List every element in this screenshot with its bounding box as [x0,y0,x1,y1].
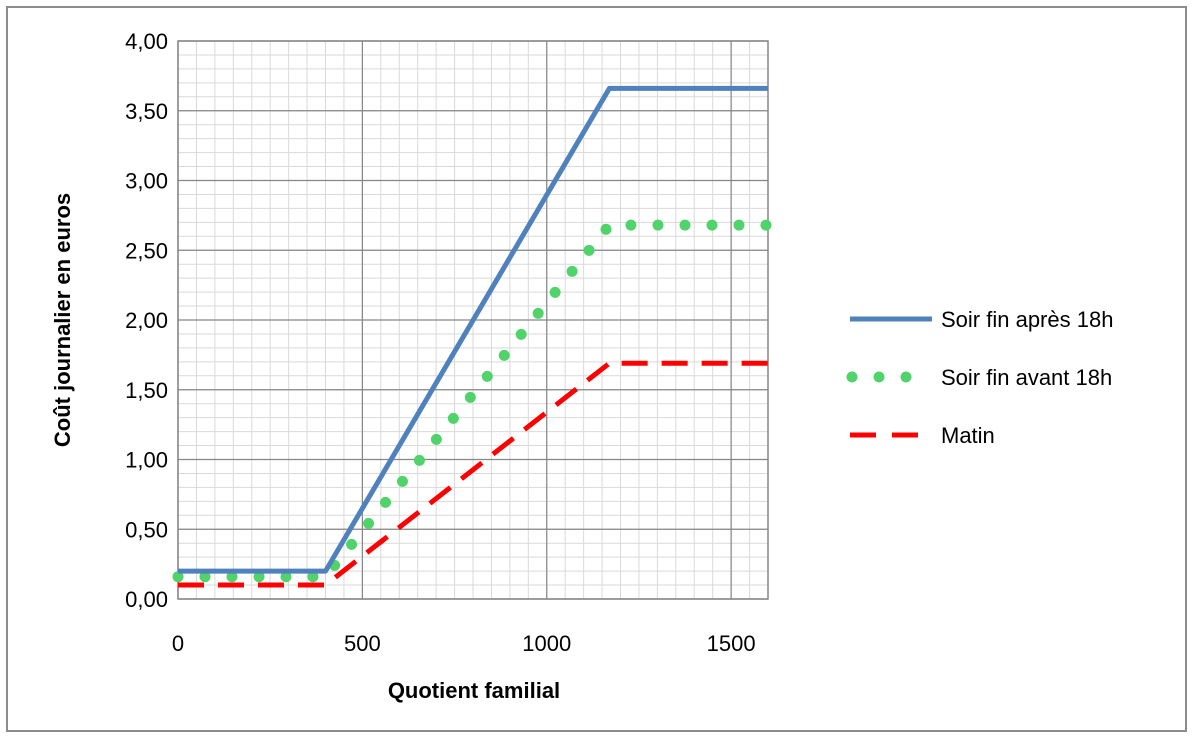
legend: Soir fin après 18h Soir fin avant 18h Mati… [846,307,1113,448]
x-axis-tick-labels: 0 500 1000 1500 [172,631,756,656]
y-axis-title: Coût journalier en euros [50,193,75,447]
y-tick-label: 0,50 [125,517,168,542]
legend-label: Soir fin après 18h [941,307,1113,332]
y-tick-label: 1,50 [125,378,168,403]
y-tick-label: 3,50 [125,99,168,124]
series-line-1 [172,219,774,583]
y-tick-label: 4,00 [125,29,168,54]
series-line-2 [178,360,768,588]
y-tick-label: 2,50 [125,238,168,263]
x-tick-label: 500 [344,631,381,656]
y-tick-label: 0,00 [125,587,168,612]
plot-area-border [177,40,769,600]
x-tick-label: 1500 [707,631,756,656]
plot-area-rect [177,40,769,600]
x-tick-label: 1000 [522,631,571,656]
series-layer [172,85,774,588]
x-axis-title: Quotient familial [388,678,560,703]
y-tick-label: 2,00 [125,308,168,333]
legend-label: Soir fin avant 18h [941,365,1112,390]
series-line-0 [178,85,768,574]
legend-label: Matin [941,423,995,448]
chart-frame [6,6,1187,732]
y-axis-tick-labels: 0,00 0,50 1,00 1,50 2,00 2,50 3,00 3,50 4,00 [125,29,168,612]
y-tick-label: 1,00 [125,448,168,473]
x-tick-label: 0 [172,631,184,656]
y-tick-label: 3,00 [125,169,168,194]
